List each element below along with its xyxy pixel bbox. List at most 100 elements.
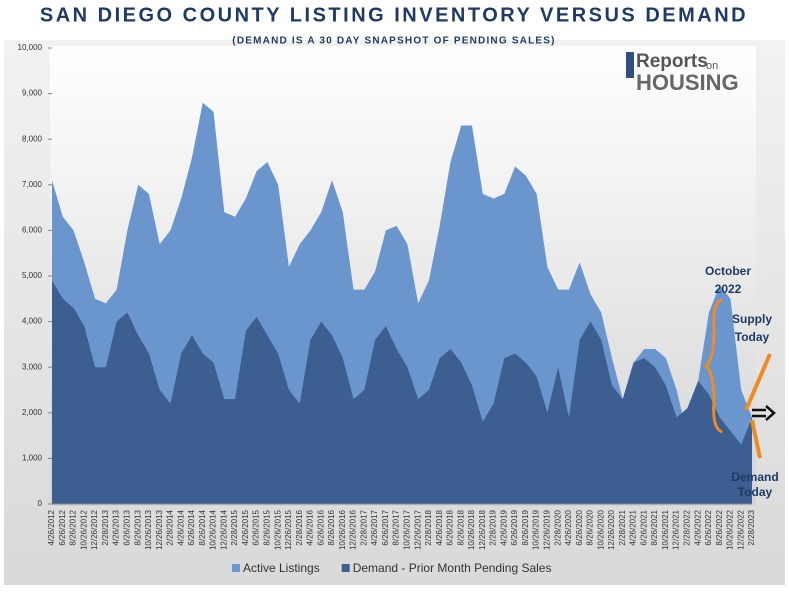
legend-label: Demand - Prior Month Pending Sales xyxy=(353,561,552,575)
x-tick-label: 8/26/2017 xyxy=(392,509,401,545)
x-tick-label: 4/26/2012 xyxy=(47,509,56,545)
x-tick-label: 6/26/2015 xyxy=(252,509,261,545)
x-tick-label: 8/26/2020 xyxy=(586,509,595,545)
arrow xyxy=(750,419,762,459)
x-tick-label: 8/26/2016 xyxy=(327,509,336,545)
x-tick-label: 2/28/2020 xyxy=(553,509,562,545)
x-tick-label: 8/26/2021 xyxy=(650,509,659,545)
x-tick-label: 8/26/2012 xyxy=(69,509,78,545)
annotation: Supply xyxy=(732,312,772,326)
x-tick-label: 4/26/2016 xyxy=(306,509,315,545)
x-tick-label: 4/26/2013 xyxy=(112,509,121,545)
y-tick-label: 8,000 xyxy=(22,134,43,143)
x-tick-label: 12/26/2016 xyxy=(349,509,358,550)
x-tick-label: 12/26/2013 xyxy=(155,509,164,550)
y-tick-label: 6,000 xyxy=(22,226,43,235)
x-tick-label: 2/28/2013 xyxy=(101,509,110,545)
annotation: 2022 xyxy=(715,282,742,296)
x-tick-label: 6/26/2012 xyxy=(58,509,67,545)
x-tick-label: 4/26/2014 xyxy=(176,509,185,545)
x-tick-label: 8/26/2019 xyxy=(521,509,530,545)
x-tick-label: 6/26/2014 xyxy=(187,509,196,545)
x-tick-label: 4/26/2020 xyxy=(564,509,573,545)
chart-title: SAN DIEGO COUNTY LISTING INVENTORY VERSU… xyxy=(40,4,748,26)
y-tick-label: 7,000 xyxy=(22,180,43,189)
x-tick-label: 12/26/2017 xyxy=(413,509,422,550)
x-tick-label: 2/28/2016 xyxy=(295,509,304,545)
x-tick-label: 6/26/2018 xyxy=(446,509,455,545)
arrow xyxy=(744,353,772,411)
annotation: Demand xyxy=(731,470,778,484)
annotation: October xyxy=(705,264,751,278)
x-tick-label: 4/26/2022 xyxy=(693,509,702,545)
logo: Reports on HOUSING xyxy=(626,51,739,95)
x-tick-label: 6/26/2019 xyxy=(510,509,519,545)
x-tick-label: 10/26/2014 xyxy=(209,509,218,550)
arrow xyxy=(752,405,776,421)
x-tick-label: 2/28/2014 xyxy=(166,509,175,545)
x-tick-label: 12/26/2019 xyxy=(542,509,551,550)
x-tick-label: 10/26/2016 xyxy=(338,509,347,550)
x-tick-label: 6/26/2016 xyxy=(316,509,325,545)
y-tick-label: 9,000 xyxy=(22,89,43,98)
x-tick-label: 10/26/2020 xyxy=(596,509,605,550)
y-tick-label: 4,000 xyxy=(22,317,43,326)
x-tick-label: 6/26/2020 xyxy=(575,509,584,545)
area xyxy=(52,280,752,504)
x-tick-label: 4/26/2017 xyxy=(370,509,379,545)
x-tick-label: 6/26/2022 xyxy=(704,509,713,545)
x-tick-label: 10/26/2017 xyxy=(402,509,411,550)
y-tick-label: 10,000 xyxy=(18,43,43,52)
x-tick-label: 10/26/2013 xyxy=(144,509,153,550)
y-tick-label: 2,000 xyxy=(22,408,43,417)
logo-mark xyxy=(626,52,634,78)
x-tick-label: 10/26/2018 xyxy=(467,509,476,550)
y-tick-label: 0 xyxy=(38,499,43,508)
x-tick-label: 8/26/2015 xyxy=(262,509,271,545)
chart-subtitle: (DEMAND IS A 30 DAY SNAPSHOT OF PENDING … xyxy=(232,36,555,47)
x-tick-label: 6/26/2017 xyxy=(381,509,390,545)
x-tick-label: 6/26/2013 xyxy=(122,509,131,545)
x-tick-label: 12/26/2012 xyxy=(90,509,99,550)
annotation: Today xyxy=(738,485,773,499)
x-tick-label: 12/26/2020 xyxy=(607,509,616,550)
x-tick-label: 2/28/2018 xyxy=(424,509,433,545)
x-tick-label: 4/26/2018 xyxy=(435,509,444,545)
x-tick-label: 2/28/2017 xyxy=(359,509,368,545)
legend-swatch xyxy=(341,564,350,572)
x-tick-label: 12/26/2015 xyxy=(284,509,293,550)
x-tick-label: 6/26/2021 xyxy=(639,509,648,545)
x-tick-label: 10/26/2019 xyxy=(532,509,541,550)
x-tick-label: 12/26/2018 xyxy=(478,509,487,550)
x-tick-label: 8/26/2022 xyxy=(715,509,724,545)
y-tick-label: 5,000 xyxy=(22,271,43,280)
x-tick-label: 2/28/2019 xyxy=(489,509,498,545)
x-tick-label: 12/26/2014 xyxy=(219,509,228,550)
y-tick-label: 3,000 xyxy=(22,362,43,371)
x-tick-label: 10/26/2012 xyxy=(79,509,88,550)
annotation: Today xyxy=(735,330,770,344)
y-tick-label: 1,000 xyxy=(22,454,43,463)
x-tick-label: 10/26/2021 xyxy=(661,509,670,550)
logo-text: HOUSING xyxy=(636,70,739,95)
x-tick-label: 2/28/2022 xyxy=(682,509,691,545)
brace xyxy=(703,298,723,434)
x-tick-label: 4/26/2021 xyxy=(629,509,638,545)
legend-label: Active Listings xyxy=(243,561,320,575)
plot xyxy=(52,102,752,504)
x-tick-label: 4/26/2015 xyxy=(241,509,250,545)
logo-text: on xyxy=(706,60,718,72)
x-tick-label: 8/26/2014 xyxy=(198,509,207,545)
x-tick-label: 8/26/2013 xyxy=(133,509,142,545)
x-tick-label: 10/26/2022 xyxy=(726,509,735,550)
logo-text: Reports xyxy=(636,51,708,72)
x-tick-label: 8/26/2018 xyxy=(456,509,465,545)
annotation-marks xyxy=(703,298,776,459)
x-tick-label: 12/26/2022 xyxy=(736,509,745,550)
x-tick-label: 2/28/2015 xyxy=(230,509,239,545)
x-tick-label: 10/26/2015 xyxy=(273,509,282,550)
x-tick-label: 2/28/2023 xyxy=(747,509,756,545)
legend-swatch xyxy=(232,564,240,572)
x-tick-label: 4/26/2019 xyxy=(499,509,508,545)
